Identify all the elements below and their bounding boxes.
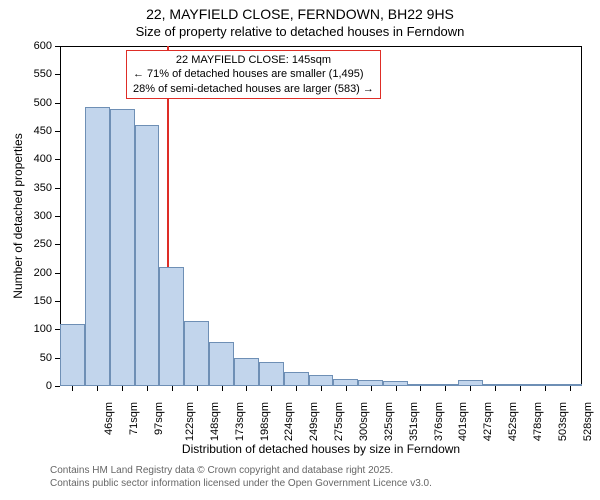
x-tick-mark xyxy=(520,386,521,391)
y-tick-label: 450 xyxy=(22,125,52,137)
y-tick-label: 400 xyxy=(22,153,52,165)
y-tick-label: 600 xyxy=(22,40,52,52)
chart-root: 22, MAYFIELD CLOSE, FERNDOWN, BH22 9HS S… xyxy=(0,0,600,500)
x-tick-mark xyxy=(147,386,148,391)
x-tick-label: 427sqm xyxy=(482,402,494,441)
x-tick-mark xyxy=(271,386,272,391)
annotation-line3: 28% of semi-detached houses are larger (… xyxy=(133,82,374,96)
histogram-bar xyxy=(234,358,259,386)
x-tick-label: 97sqm xyxy=(153,402,165,435)
y-tick-mark xyxy=(55,216,60,217)
y-tick-label: 500 xyxy=(22,97,52,109)
x-tick-mark xyxy=(545,386,546,391)
x-tick-label: 71sqm xyxy=(128,402,140,435)
y-tick-mark xyxy=(55,386,60,387)
x-tick-label: 503sqm xyxy=(557,402,569,441)
x-tick-mark xyxy=(445,386,446,391)
x-tick-mark xyxy=(246,386,247,391)
y-tick-mark xyxy=(55,46,60,47)
x-tick-mark xyxy=(321,386,322,391)
histogram-bar xyxy=(259,362,284,386)
x-tick-mark xyxy=(296,386,297,391)
x-tick-label: 478sqm xyxy=(532,402,544,441)
y-tick-label: 550 xyxy=(22,68,52,80)
x-tick-label: 528sqm xyxy=(582,402,594,441)
histogram-bar xyxy=(333,379,358,386)
y-tick-mark xyxy=(55,131,60,132)
y-tick-mark xyxy=(55,301,60,302)
histogram-bar xyxy=(184,321,209,386)
attribution-line1: Contains HM Land Registry data © Crown c… xyxy=(50,464,432,477)
x-tick-label: 198sqm xyxy=(259,402,271,441)
y-tick-label: 350 xyxy=(22,182,52,194)
chart-title: 22, MAYFIELD CLOSE, FERNDOWN, BH22 9HS xyxy=(0,6,600,22)
chart-subtitle: Size of property relative to detached ho… xyxy=(0,24,600,39)
x-tick-label: 275sqm xyxy=(333,402,345,441)
y-tick-label: 0 xyxy=(22,380,52,392)
annotation-line2: ← 71% of detached houses are smaller (1,… xyxy=(133,67,374,81)
x-tick-mark xyxy=(97,386,98,391)
histogram-bar xyxy=(209,342,234,386)
x-tick-label: 173sqm xyxy=(234,402,246,441)
y-tick-label: 300 xyxy=(22,210,52,222)
x-axis-label: Distribution of detached houses by size … xyxy=(60,442,582,456)
y-tick-label: 250 xyxy=(22,238,52,250)
y-tick-label: 150 xyxy=(22,295,52,307)
histogram-bar xyxy=(284,372,309,386)
x-tick-label: 148sqm xyxy=(209,402,221,441)
y-tick-label: 50 xyxy=(22,352,52,364)
y-tick-mark xyxy=(55,159,60,160)
y-tick-label: 200 xyxy=(22,267,52,279)
y-tick-mark xyxy=(55,103,60,104)
x-axis-line-top xyxy=(60,46,582,47)
x-tick-mark xyxy=(570,386,571,391)
x-tick-mark xyxy=(197,386,198,391)
x-tick-label: 300sqm xyxy=(358,402,370,441)
x-tick-label: 452sqm xyxy=(507,402,519,441)
histogram-bar xyxy=(110,109,135,386)
histogram-bar xyxy=(309,375,334,386)
histogram-bar xyxy=(60,324,85,386)
x-tick-label: 401sqm xyxy=(458,402,470,441)
x-tick-label: 224sqm xyxy=(284,402,296,441)
x-tick-mark xyxy=(371,386,372,391)
attribution-line2: Contains public sector information licen… xyxy=(50,477,432,490)
attribution: Contains HM Land Registry data © Crown c… xyxy=(50,464,432,490)
y-tick-mark xyxy=(55,244,60,245)
y-tick-mark xyxy=(55,188,60,189)
x-tick-label: 122sqm xyxy=(184,402,196,441)
y-tick-mark xyxy=(55,273,60,274)
plot-area: 22 MAYFIELD CLOSE: 145sqm ← 71% of detac… xyxy=(60,46,582,386)
x-tick-mark xyxy=(172,386,173,391)
x-tick-mark xyxy=(72,386,73,391)
y-axis-line-right xyxy=(581,46,582,386)
x-tick-label: 351sqm xyxy=(408,402,420,441)
x-tick-mark xyxy=(470,386,471,391)
annotation-callout: 22 MAYFIELD CLOSE: 145sqm ← 71% of detac… xyxy=(126,50,381,99)
x-tick-mark xyxy=(495,386,496,391)
histogram-bar xyxy=(159,267,184,386)
x-tick-mark xyxy=(122,386,123,391)
x-tick-mark xyxy=(346,386,347,391)
x-tick-label: 46sqm xyxy=(103,402,115,435)
x-tick-label: 376sqm xyxy=(433,402,445,441)
histogram-bar xyxy=(135,125,160,386)
y-tick-label: 100 xyxy=(22,323,52,335)
annotation-line1: 22 MAYFIELD CLOSE: 145sqm xyxy=(133,53,374,67)
x-tick-mark xyxy=(420,386,421,391)
x-tick-label: 325sqm xyxy=(383,402,395,441)
y-tick-mark xyxy=(55,74,60,75)
x-tick-mark xyxy=(222,386,223,391)
x-tick-mark xyxy=(396,386,397,391)
x-tick-label: 249sqm xyxy=(308,402,320,441)
histogram-bar xyxy=(85,107,110,386)
